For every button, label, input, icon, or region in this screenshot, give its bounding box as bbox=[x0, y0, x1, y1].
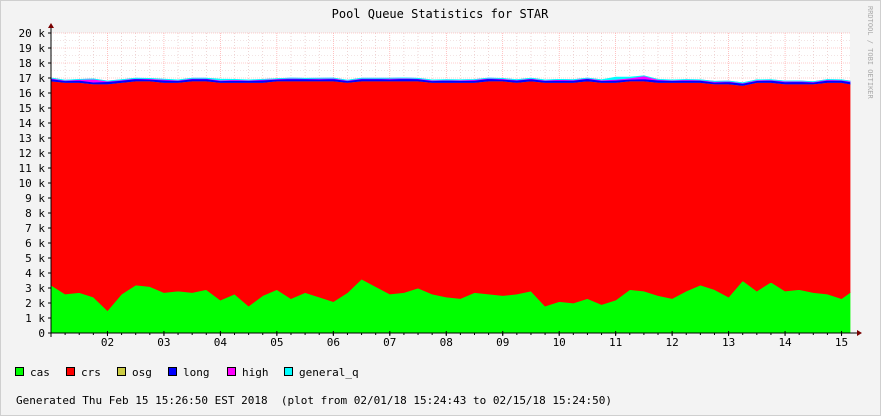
area-crs bbox=[50, 80, 851, 312]
y-tick-label: 6 k bbox=[25, 237, 45, 250]
x-tick-label: 14 bbox=[778, 336, 792, 349]
x-axis-arrow bbox=[857, 330, 862, 336]
axes bbox=[48, 23, 862, 337]
y-tick-label: 5 k bbox=[25, 252, 45, 265]
legend-swatch-high bbox=[227, 367, 236, 376]
chart-title: Pool Queue Statistics for STAR bbox=[332, 7, 550, 21]
y-tick-label: 1 k bbox=[25, 312, 45, 325]
x-tick-label: 08 bbox=[440, 336, 453, 349]
x-tick-label: 15 bbox=[835, 336, 848, 349]
legend-swatch-osg bbox=[117, 367, 126, 376]
y-axis-arrow bbox=[48, 23, 54, 28]
y-tick-label: 20 k bbox=[19, 27, 46, 40]
y-tick-labels: 0 1 k 2 k 3 k 4 k 5 k 6 k 7 k 8 k 9 k 10 k 11 k 12 k… bbox=[19, 27, 51, 340]
legend-label-cas: cas bbox=[30, 366, 50, 379]
rrdtool-watermark: RRDTOOL / TOBI OETIKER bbox=[866, 6, 874, 100]
y-tick-label: 11 k bbox=[19, 162, 46, 175]
y-tick-label: 8 k bbox=[25, 207, 45, 220]
legend-swatch-long bbox=[168, 367, 177, 376]
y-tick-label: 16 k bbox=[19, 87, 46, 100]
generated-footer: Generated Thu Feb 15 15:26:50 EST 2018 (… bbox=[16, 394, 612, 407]
y-tick-label: 12 k bbox=[19, 147, 46, 160]
x-tick-label: 12 bbox=[666, 336, 679, 349]
legend-swatch-general_q bbox=[284, 367, 293, 376]
x-tick-label: 11 bbox=[609, 336, 622, 349]
y-tick-label: 7 k bbox=[25, 222, 45, 235]
y-tick-label: 10 k bbox=[19, 177, 46, 190]
x-tick-label: 09 bbox=[496, 336, 509, 349]
x-tick-label: 05 bbox=[270, 336, 283, 349]
x-tick-labels: 02 03 04 05 06 07 08 09 10 11 12 13 14 15 bbox=[50, 331, 848, 349]
y-tick-label: 17 k bbox=[19, 72, 46, 85]
legend-label-high: high bbox=[242, 366, 269, 379]
y-tick-label: 14 k bbox=[19, 117, 46, 130]
x-tick-label: 07 bbox=[383, 336, 396, 349]
x-tick-label: 10 bbox=[553, 336, 566, 349]
y-tick-label: 4 k bbox=[25, 267, 45, 280]
x-tick-label: 02 bbox=[101, 336, 114, 349]
stacked-areas bbox=[50, 75, 851, 334]
legend-label-crs: crs bbox=[81, 366, 101, 379]
y-tick-label: 19 k bbox=[19, 42, 46, 55]
legend-label-osg: osg bbox=[132, 366, 152, 379]
x-tick-label: 04 bbox=[214, 336, 228, 349]
y-tick-label: 18 k bbox=[19, 57, 46, 70]
x-tick-label: 06 bbox=[327, 336, 340, 349]
x-tick-label: 03 bbox=[157, 336, 170, 349]
area-general_q bbox=[50, 75, 851, 84]
y-tick-label: 3 k bbox=[25, 282, 45, 295]
y-tick-label: 0 bbox=[38, 327, 45, 340]
y-tick-label: 13 k bbox=[19, 132, 46, 145]
y-tick-label: 15 k bbox=[19, 102, 46, 115]
legend: cas crs osg long high general_q bbox=[15, 366, 359, 379]
x-tick-label: 13 bbox=[722, 336, 735, 349]
legend-label-general_q: general_q bbox=[299, 366, 359, 379]
legend-label-long: long bbox=[183, 366, 210, 379]
y-tick-label: 9 k bbox=[25, 192, 45, 205]
y-tick-label: 2 k bbox=[25, 297, 45, 310]
legend-swatch-crs bbox=[66, 367, 75, 376]
legend-swatch-cas bbox=[15, 367, 24, 376]
